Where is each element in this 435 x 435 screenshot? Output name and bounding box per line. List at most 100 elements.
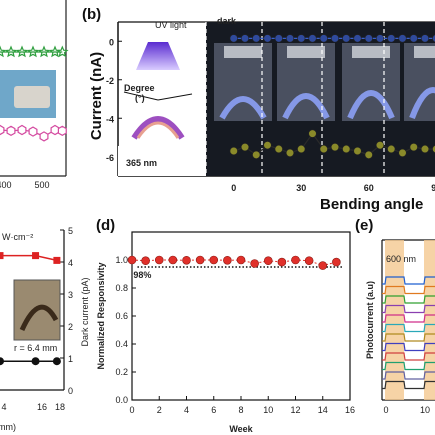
panel-b-series-0-point xyxy=(387,34,396,43)
panel-b-series-1-point xyxy=(285,148,295,157)
panel-c-x-tick: 4 xyxy=(1,402,6,412)
panel-a-hexagon-point xyxy=(6,125,16,136)
panel-b-y-tick: 0 xyxy=(109,37,114,47)
panel-b-series-0-point xyxy=(274,34,283,43)
panel-b-y-tick: -6 xyxy=(106,153,114,163)
panel-e-trace-8 xyxy=(382,352,435,361)
panel-a-hexagon-point xyxy=(57,125,67,136)
panel-d-x-tick: 0 xyxy=(129,405,134,415)
panel-b-degree-label: Degree xyxy=(124,83,155,93)
panel-a-star-point xyxy=(0,45,7,58)
panel-a-x-tick: 500 xyxy=(34,180,49,190)
panel-b-series-1-point xyxy=(342,144,351,154)
panel-a-star-point xyxy=(56,45,69,58)
panel-d-x-tick: 14 xyxy=(318,405,328,415)
panel-e-trace-4 xyxy=(382,314,435,323)
panel-b-x-tick: 90 xyxy=(431,183,435,193)
panel-e-wavelength: 600 nm xyxy=(386,254,416,264)
panel-d-x-tick: 4 xyxy=(184,405,189,415)
panel-b-clamp-0 xyxy=(224,46,262,58)
panel-b-x-tick: 30 xyxy=(296,183,306,193)
panel-b-bent-device-3 xyxy=(409,87,435,120)
panel-c-y-tick: 1 xyxy=(68,354,73,364)
panel-b-series-0-point xyxy=(285,34,295,43)
panel-b-x-tick: 0 xyxy=(231,183,236,193)
panel-e-trace-1 xyxy=(382,285,435,295)
panel-d-y-tick: 0.2 xyxy=(115,367,128,377)
panel-b-series-0-point xyxy=(308,34,317,43)
panel-d-x-tick: 16 xyxy=(345,405,355,415)
panel-b-xlabel: Bending angle xyxy=(320,196,423,213)
panel-d-xlabel: Week xyxy=(229,424,253,434)
panel-d-point xyxy=(304,256,314,266)
panel-c-square-point xyxy=(32,252,40,260)
panel-b-series-1-point xyxy=(229,146,238,156)
panel-b-series-0-point xyxy=(398,34,407,43)
panel-b-y-tick: -2 xyxy=(106,76,114,86)
panel-b-clamp-1 xyxy=(287,46,325,58)
panel-e-trace-0 xyxy=(382,276,435,285)
panel-d-point xyxy=(250,259,259,268)
panel-d-x-tick: 6 xyxy=(211,405,216,415)
panel-d-point xyxy=(277,257,287,267)
panel-e-trace-9 xyxy=(382,361,435,371)
panel-b-series-0-point xyxy=(375,34,385,43)
panel-b-ylabel: Current (nA) xyxy=(88,52,105,140)
panel-b-series-0-point xyxy=(432,34,435,43)
panel-c-photo-device xyxy=(19,304,59,332)
panel-d-x-tick: 10 xyxy=(263,405,273,415)
panel-b-series-1-point xyxy=(375,141,385,150)
panel-d-point xyxy=(291,255,300,265)
panel-b-angle-line xyxy=(123,91,159,101)
panel-c-x-tick: 18 xyxy=(55,402,65,412)
panel-b-angle-line xyxy=(157,93,193,101)
panel-c-square-point xyxy=(0,252,4,260)
panel-b-series-1-point xyxy=(420,144,430,154)
panel-a-hexagon-point xyxy=(39,131,49,142)
panel-e-trace-10 xyxy=(382,371,435,380)
panel-e-label: (e) xyxy=(355,217,373,234)
panel-b-series-1-point xyxy=(353,146,362,156)
panel-b-series-1-point xyxy=(308,129,317,138)
panel-b-label: (b) xyxy=(82,6,101,23)
panel-b-bent-substrate xyxy=(131,116,185,140)
panel-d-x-tick: 12 xyxy=(290,405,300,415)
panel-b-clamp-2 xyxy=(352,46,390,58)
panel-b-uv-label: UV light xyxy=(155,20,187,30)
panel-d-point xyxy=(223,255,232,265)
panel-a-star-point xyxy=(26,45,40,58)
panel-b-bent-film xyxy=(136,121,180,139)
panel-b-degree-unit: (°) xyxy=(135,93,145,103)
panel-b-series-1-point xyxy=(274,144,283,154)
panel-e-illumination-band xyxy=(424,240,435,400)
panel-e-trace-3 xyxy=(382,304,435,314)
panel-c-unit: W·cm⁻² xyxy=(2,232,33,242)
panel-d-point xyxy=(195,255,205,265)
panel-c-y-tick: 3 xyxy=(68,290,73,300)
panel-d-y-tick: 0.8 xyxy=(115,283,128,293)
panel-b-x-tick: 60 xyxy=(364,183,374,193)
panel-d-y-tick: 0.6 xyxy=(115,311,128,321)
panel-b-series-0-point xyxy=(240,34,250,43)
panel-d-y-tick: 0.4 xyxy=(115,339,128,349)
panel-d-point xyxy=(236,255,246,265)
panel-e-trace-2 xyxy=(382,295,435,304)
panel-c-x-tick: 16 xyxy=(37,402,47,412)
panel-b-series-0-point xyxy=(229,34,238,43)
panel-c-y-tick: 0 xyxy=(68,386,73,396)
panel-b-series-0-point xyxy=(330,34,340,43)
panel-d-label: (d) xyxy=(96,217,115,234)
panel-c-circle-point xyxy=(0,357,4,366)
panel-d-point xyxy=(141,256,150,266)
panel-e-trace-6 xyxy=(382,333,435,342)
panel-b-series-0-point xyxy=(319,34,328,43)
panel-d-point xyxy=(263,256,273,266)
panel-b-series-1-point xyxy=(252,150,261,159)
panel-c-xlabel: mm) xyxy=(0,422,16,432)
panel-d-point xyxy=(182,255,191,265)
panel-b-series-1-point xyxy=(330,143,340,152)
panel-b-dark-label: dark xyxy=(217,16,237,26)
panel-b-series-1-point xyxy=(240,143,250,152)
panel-b-series-0-point xyxy=(297,34,306,43)
panel-a-star-point xyxy=(15,45,29,58)
